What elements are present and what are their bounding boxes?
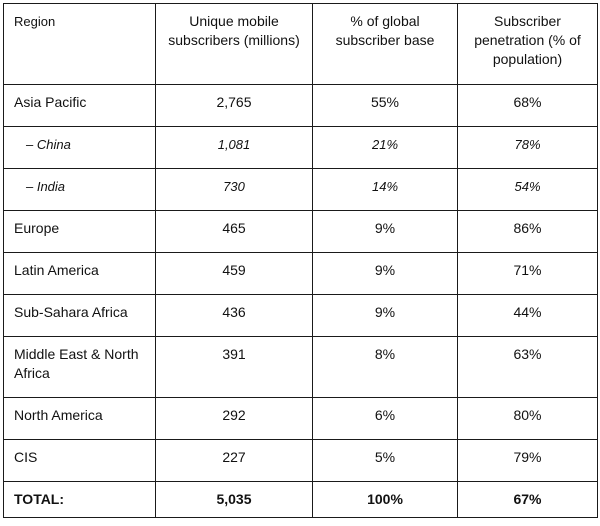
penetration-cell: 54% — [457, 168, 598, 211]
subscribers-cell: 391 — [155, 336, 313, 398]
subscribers-cell: 227 — [155, 439, 313, 482]
table-row: CIS 227 5% 79% — [3, 439, 598, 482]
header-global-share: % of global subscriber base — [312, 3, 458, 85]
header-subscribers: Unique mobile subscribers (millions) — [155, 3, 313, 85]
penetration-cell: 78% — [457, 126, 598, 169]
region-cell: Europe — [3, 210, 156, 253]
share-cell: 21% — [312, 126, 458, 169]
total-share: 100% — [312, 481, 458, 518]
share-cell: 14% — [312, 168, 458, 211]
share-cell: 8% — [312, 336, 458, 398]
region-cell: CIS — [3, 439, 156, 482]
share-cell: 5% — [312, 439, 458, 482]
penetration-cell: 44% — [457, 294, 598, 337]
subscribers-cell: 292 — [155, 397, 313, 440]
region-cell: – China — [3, 126, 156, 169]
table-header-row: Region Unique mobile subscribers (millio… — [3, 3, 598, 85]
penetration-cell: 68% — [457, 84, 598, 127]
share-cell: 9% — [312, 210, 458, 253]
region-cell: Asia Pacific — [3, 84, 156, 127]
table-row: – India 730 14% 54% — [3, 168, 598, 211]
subscribers-cell: 2,765 — [155, 84, 313, 127]
subscribers-cell: 436 — [155, 294, 313, 337]
penetration-cell: 86% — [457, 210, 598, 253]
total-subscribers: 5,035 — [155, 481, 313, 518]
subscriber-table-container: Region Unique mobile subscribers (millio… — [3, 3, 598, 518]
header-region: Region — [3, 3, 156, 85]
share-cell: 9% — [312, 294, 458, 337]
subscribers-cell: 1,081 — [155, 126, 313, 169]
penetration-cell: 71% — [457, 252, 598, 295]
penetration-cell: 63% — [457, 336, 598, 398]
total-penetration: 67% — [457, 481, 598, 518]
region-cell: North America — [3, 397, 156, 440]
subscriber-table: Region Unique mobile subscribers (millio… — [3, 3, 598, 518]
penetration-cell: 79% — [457, 439, 598, 482]
region-cell: Latin America — [3, 252, 156, 295]
subscribers-cell: 465 — [155, 210, 313, 253]
penetration-cell: 80% — [457, 397, 598, 440]
region-cell: Sub-Sahara Africa — [3, 294, 156, 337]
table-row: Europe 465 9% 86% — [3, 210, 598, 253]
table-row: North America 292 6% 80% — [3, 397, 598, 440]
table-row: – China 1,081 21% 78% — [3, 126, 598, 169]
share-cell: 6% — [312, 397, 458, 440]
table-row: Sub-Sahara Africa 436 9% 44% — [3, 294, 598, 337]
subscribers-cell: 459 — [155, 252, 313, 295]
header-penetration: Subscriber penetration (% of population) — [457, 3, 598, 85]
share-cell: 55% — [312, 84, 458, 127]
subscribers-cell: 730 — [155, 168, 313, 211]
total-label: TOTAL: — [3, 481, 156, 518]
share-cell: 9% — [312, 252, 458, 295]
table-row: Asia Pacific 2,765 55% 68% — [3, 84, 598, 127]
region-cell: Middle East & North Africa — [3, 336, 156, 398]
table-row: Middle East & North Africa 391 8% 63% — [3, 336, 598, 398]
total-row: TOTAL: 5,035 100% 67% — [3, 481, 598, 518]
table-row: Latin America 459 9% 71% — [3, 252, 598, 295]
region-cell: – India — [3, 168, 156, 211]
